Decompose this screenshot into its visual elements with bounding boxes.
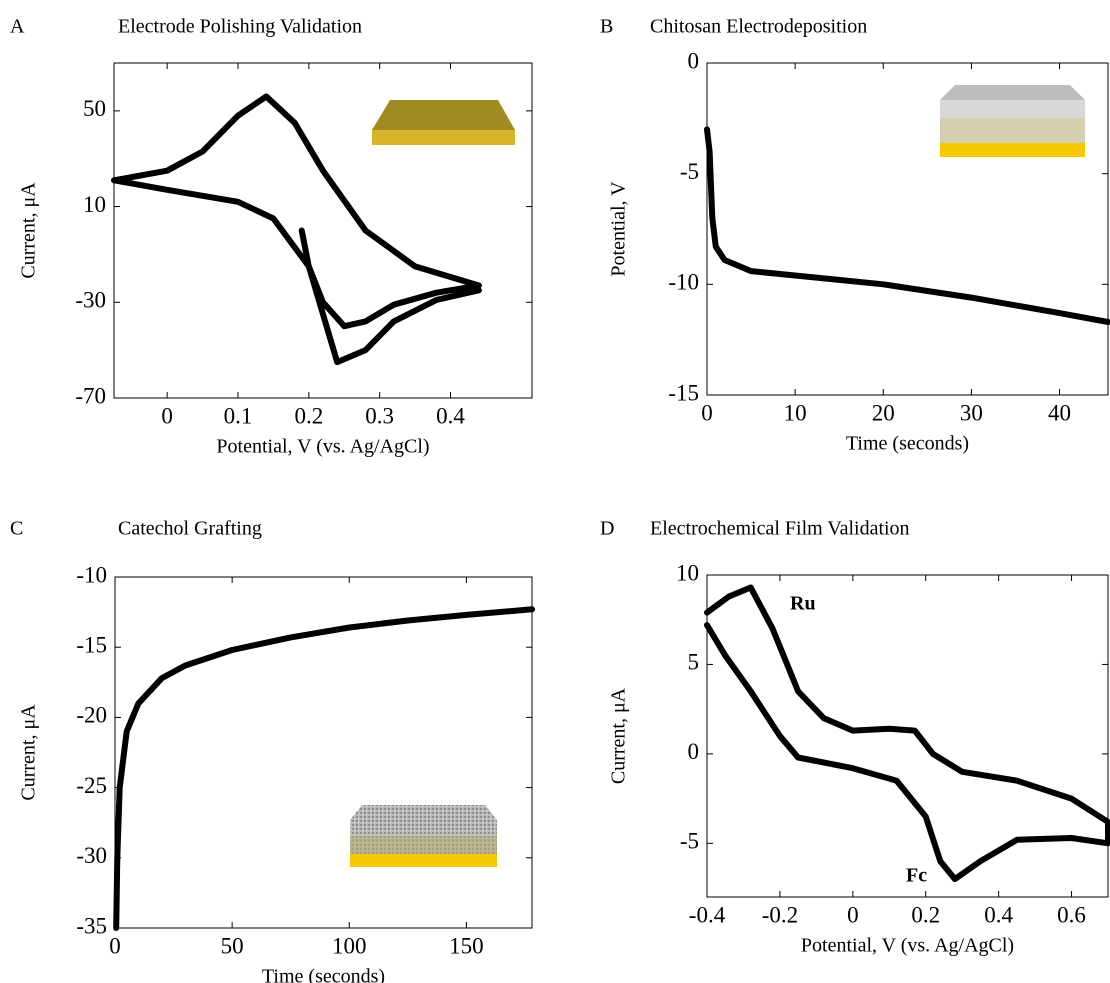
y-tick-label: -70: [75, 383, 106, 408]
y-axis-label: Current, μA: [18, 182, 40, 279]
x-tick-label: 0.4: [984, 902, 1013, 927]
y-axis-label: Current, μA: [18, 704, 40, 801]
x-tick-label: 0: [109, 933, 121, 958]
y-tick-label: -25: [76, 773, 107, 798]
x-tick-label: 20: [872, 400, 895, 425]
y-axis-label: Current, μA: [608, 687, 630, 784]
x-tick-label: 0: [847, 902, 859, 927]
x-tick-label: -0.4: [689, 902, 726, 927]
plot-frame: [113, 62, 533, 399]
panel-letter: A: [10, 16, 25, 38]
data-line: [704, 584, 1110, 883]
panel-letter: D: [600, 518, 614, 540]
panel-letter: C: [10, 518, 23, 540]
x-tick-label: 50: [221, 933, 244, 958]
y-tick-label: 10: [676, 560, 699, 585]
x-tick-label: 0: [701, 400, 713, 425]
y-tick-label: -20: [76, 703, 107, 728]
plot-frame: [706, 574, 1109, 898]
x-tick-label: 0.4: [436, 403, 465, 428]
x-tick-label: 0.2: [911, 902, 940, 927]
y-tick-label: 50: [83, 96, 106, 121]
y-tick-label: 0: [688, 48, 700, 73]
data-line: [704, 126, 1110, 325]
x-tick-label: 0: [161, 403, 173, 428]
x-axis-label: Potential, V (vs. Ag/AgCl): [801, 935, 1014, 957]
panel-title: Electrode Polishing Validation: [118, 16, 362, 38]
x-tick-label: 0.6: [1057, 902, 1086, 927]
plot-frame: [114, 576, 533, 929]
y-tick-label: -10: [76, 562, 107, 587]
y-tick-label: -10: [668, 270, 699, 295]
y-tick-label: -5: [680, 829, 699, 854]
y-tick-label: -30: [75, 288, 106, 313]
annotation: Fc: [906, 865, 927, 887]
y-tick-label: -15: [668, 380, 699, 405]
panel-letter: B: [600, 16, 613, 38]
x-tick-label: 150: [449, 933, 484, 958]
x-axis-label: Time (seconds): [846, 433, 969, 455]
panel-title: Chitosan Electrodeposition: [650, 16, 867, 38]
data-line: [111, 93, 482, 366]
x-tick-label: 30: [960, 400, 983, 425]
x-tick-label: 0.3: [365, 403, 394, 428]
x-tick-label: 40: [1048, 400, 1071, 425]
inset-catechol: [350, 805, 497, 867]
x-axis-label: Potential, V (vs. Ag/AgCl): [216, 436, 429, 458]
y-axis-label: Potential, V: [608, 181, 630, 277]
y-tick-label: -35: [76, 913, 107, 938]
data-line: [113, 606, 535, 931]
inset-gold: [372, 100, 515, 145]
y-tick-label: 10: [83, 192, 106, 217]
panel-title: Catechol Grafting: [118, 518, 262, 540]
x-tick-label: 10: [784, 400, 807, 425]
x-tick-label: 100: [332, 933, 367, 958]
x-tick-label: -0.2: [762, 902, 798, 927]
x-tick-label: 0.2: [294, 403, 323, 428]
inset-chitosan: [940, 85, 1085, 157]
x-axis-label: Time (seconds): [262, 966, 385, 983]
y-tick-label: 5: [688, 650, 700, 675]
x-tick-label: 0.1: [224, 403, 253, 428]
annotation: Ru: [790, 593, 816, 615]
plot-frame: [706, 62, 1109, 396]
y-tick-label: -5: [680, 159, 699, 184]
y-tick-label: 0: [688, 739, 700, 764]
y-tick-label: -30: [76, 843, 107, 868]
y-tick-label: -15: [76, 632, 107, 657]
panel-title: Electrochemical Film Validation: [650, 518, 910, 540]
